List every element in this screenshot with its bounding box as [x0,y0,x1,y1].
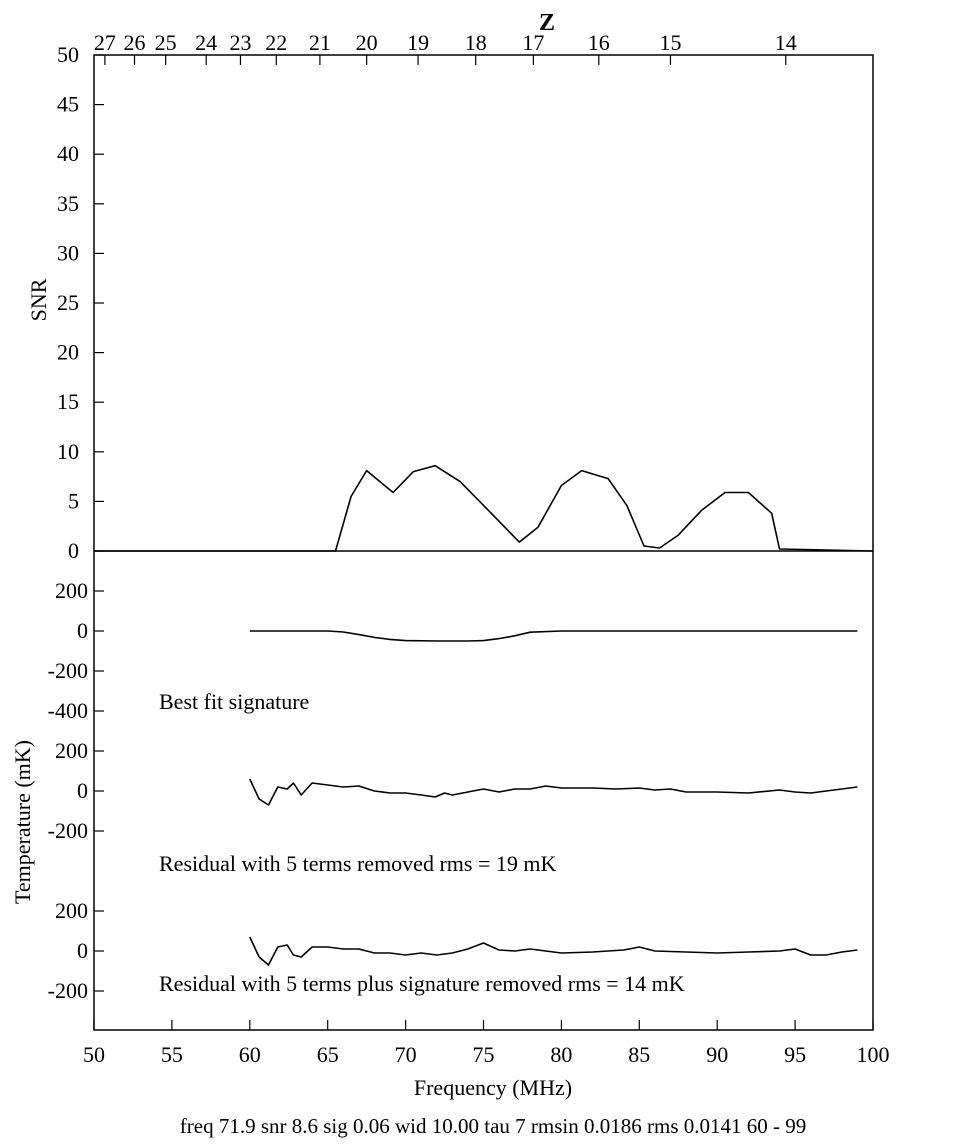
x-tick-label: 70 [395,1042,417,1067]
snr-tick-label: 45 [57,92,79,117]
x-axis-label: Frequency (MHz) [414,1075,572,1100]
z-tick-label: 19 [407,30,429,55]
redshift-top-axis: 27 26 25 24 23 22 21 20 19 18 17 16 15 14 [94,30,797,65]
snr-y-axis: 0 5 10 15 20 25 30 35 40 45 50 [57,42,104,563]
temperature-tick-label: -200 [48,818,88,843]
x-tick-label: 85 [628,1042,650,1067]
snr-tick-label: 5 [68,488,79,513]
fit-parameters-footer: freq 71.9 snr 8.6 sig 0.06 wid 10.00 tau… [180,1114,806,1138]
z-tick-label: 21 [309,30,331,55]
snr-tick-label: 40 [57,141,79,166]
snr-tick-label: 35 [57,191,79,216]
temperature-line-3 [249,936,858,966]
snr-tick-label: 15 [57,389,79,414]
temperature-panel [249,630,858,966]
top-axis-title: Z [539,10,555,36]
z-tick-label: 15 [659,30,681,55]
plot-border [93,54,874,1031]
x-tick-label: 50 [83,1042,105,1067]
snr-tick-label: 0 [68,538,79,563]
snr-tick-label: 50 [57,42,79,67]
z-tick-label: 25 [155,30,177,55]
temperature-tick-label: 0 [77,618,88,643]
x-tick-label: 65 [317,1042,339,1067]
x-tick-label: 95 [784,1042,806,1067]
x-tick-label: 55 [161,1042,183,1067]
x-tick-label: 100 [857,1042,890,1067]
z-tick-label: 26 [124,30,146,55]
z-tick-label: 27 [94,30,116,55]
temperature-line-1 [249,630,858,642]
snr-line [94,464,874,552]
temperature-tick-label: 200 [55,898,88,923]
temperature-tick-label: 200 [55,578,88,603]
z-tick-label: 17 [522,30,544,55]
temperature-tick-label: 0 [77,778,88,803]
snr-axis-label: SNR [26,278,51,321]
snr-tick-label: 20 [57,340,79,365]
x-tick-label: 75 [473,1042,495,1067]
z-tick-label: 14 [775,30,797,55]
z-tick-label: 24 [195,30,217,55]
x-tick-label: 90 [706,1042,728,1067]
temperature-tick-label: 0 [77,938,88,963]
snr-tick-label: 25 [57,290,79,315]
temperature-tick-label: 200 [55,738,88,763]
z-tick-label: 16 [588,30,610,55]
temperature-tick-label: -200 [48,978,88,1003]
temperature-line-2 [249,778,858,806]
temperature-axis-label: Temperature (mK) [10,740,35,904]
plot-frame [93,54,874,1031]
snr-tick-label: 10 [57,439,79,464]
snr-tick-label: 30 [57,240,79,265]
x-tick-label: 60 [239,1042,261,1067]
residual-signature-annotation: Residual with 5 terms plus signature rem… [159,971,685,996]
z-tick-label: 23 [229,30,251,55]
temperature-tick-label: -200 [48,658,88,683]
temperature-y-axis: -400 -200 0 200 -200 0 200 -200 0 200 [48,578,104,1003]
best-fit-annotation: Best fit signature [159,689,309,714]
z-tick-label: 20 [356,30,378,55]
z-tick-label: 22 [265,30,287,55]
snr-panel [94,464,874,552]
temperature-tick-label: -400 [48,698,88,723]
frequency-x-axis: 50 55 60 65 70 75 80 85 90 95 100 [83,1020,890,1067]
residual-5-terms-annotation: Residual with 5 terms removed rms = 19 m… [159,851,556,876]
x-tick-label: 80 [550,1042,572,1067]
z-tick-label: 18 [465,30,487,55]
